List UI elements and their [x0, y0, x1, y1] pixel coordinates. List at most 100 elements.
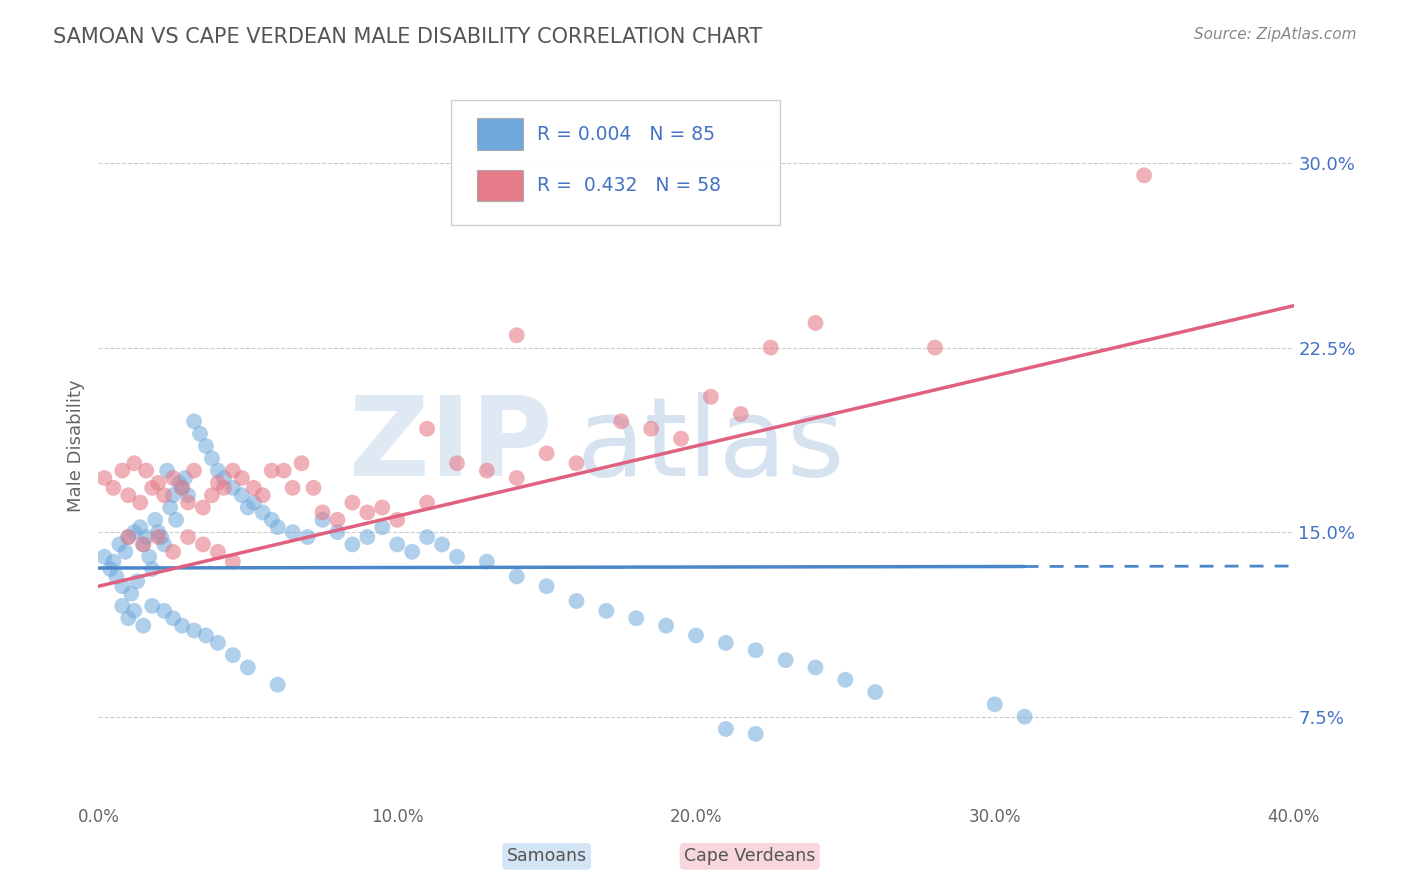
Point [162, 488, 184, 502]
Point [191, 500, 214, 515]
Point [167, 475, 190, 490]
Point [385, 513, 409, 527]
Point [430, 537, 453, 551]
Point [135, 530, 157, 544]
Point [326, 525, 349, 540]
Point [273, 464, 295, 478]
Point [291, 456, 314, 470]
Point [243, 481, 266, 495]
Text: Source: ZipAtlas.com: Source: ZipAtlas.com [1194, 27, 1357, 42]
Point [177, 488, 200, 502]
Point [243, 495, 266, 509]
Point [626, 611, 648, 625]
Point [117, 530, 139, 544]
Point [759, 341, 782, 355]
Text: ZIP: ZIP [349, 392, 553, 500]
Point [745, 643, 768, 657]
Bar [477, 169, 523, 202]
Point [148, 530, 170, 544]
Point [117, 488, 139, 502]
Point [172, 481, 194, 495]
Point [124, 604, 146, 618]
Text: Cape Verdeans: Cape Verdeans [685, 847, 815, 865]
Point [132, 537, 155, 551]
Bar [477, 119, 523, 150]
Point [143, 513, 166, 527]
Point [745, 727, 768, 741]
Point [138, 549, 160, 564]
Point [236, 660, 259, 674]
Point [1133, 169, 1156, 183]
Point [356, 505, 378, 519]
Point [297, 530, 319, 544]
Text: SAMOAN VS CAPE VERDEAN MALE DISABILITY CORRELATION CHART: SAMOAN VS CAPE VERDEAN MALE DISABILITY C… [53, 27, 762, 46]
Text: atlas: atlas [576, 392, 845, 500]
Point [172, 481, 194, 495]
Point [212, 471, 235, 485]
Point [132, 537, 155, 551]
Point [565, 456, 588, 470]
Point [669, 432, 692, 446]
Point [714, 722, 737, 736]
Point [804, 316, 827, 330]
Point [536, 579, 558, 593]
Point [595, 604, 617, 618]
Point [177, 495, 200, 509]
Point [506, 569, 529, 583]
Point [385, 537, 409, 551]
Point [655, 618, 678, 632]
Point [260, 513, 283, 527]
Point [356, 530, 378, 544]
Point [281, 525, 304, 540]
Point [924, 341, 946, 355]
Point [475, 464, 498, 478]
Point [117, 611, 139, 625]
Point [188, 426, 211, 441]
Point [231, 471, 253, 485]
Point [183, 414, 205, 428]
Point [195, 628, 218, 642]
Point [222, 648, 245, 662]
Point [700, 390, 723, 404]
Point [640, 422, 662, 436]
Point [222, 464, 245, 478]
Point [105, 569, 128, 583]
Point [129, 520, 152, 534]
Point [207, 464, 229, 478]
Point [252, 488, 274, 502]
Point [371, 500, 394, 515]
Point [162, 611, 184, 625]
Point [236, 500, 259, 515]
Point [207, 636, 229, 650]
Point [183, 624, 205, 638]
Point [311, 505, 333, 519]
Point [506, 328, 529, 343]
Point [536, 446, 558, 460]
Point [153, 537, 176, 551]
Point [222, 481, 245, 495]
FancyBboxPatch shape [451, 100, 780, 225]
Point [565, 594, 588, 608]
Point [141, 481, 163, 495]
Point [191, 537, 214, 551]
Point [156, 464, 179, 478]
Point [111, 599, 134, 613]
Point [111, 464, 134, 478]
Point [281, 481, 304, 495]
Point [201, 488, 224, 502]
Point [150, 530, 173, 544]
Point [135, 464, 157, 478]
Point [120, 587, 142, 601]
Point [114, 545, 136, 559]
Point [342, 537, 364, 551]
Point [117, 530, 139, 544]
Point [162, 545, 184, 559]
Point [201, 451, 224, 466]
Point [165, 513, 187, 527]
Point [148, 475, 170, 490]
Point [865, 685, 887, 699]
Point [148, 525, 170, 540]
Point [267, 678, 290, 692]
Text: Samoans: Samoans [506, 847, 586, 865]
Point [93, 549, 115, 564]
